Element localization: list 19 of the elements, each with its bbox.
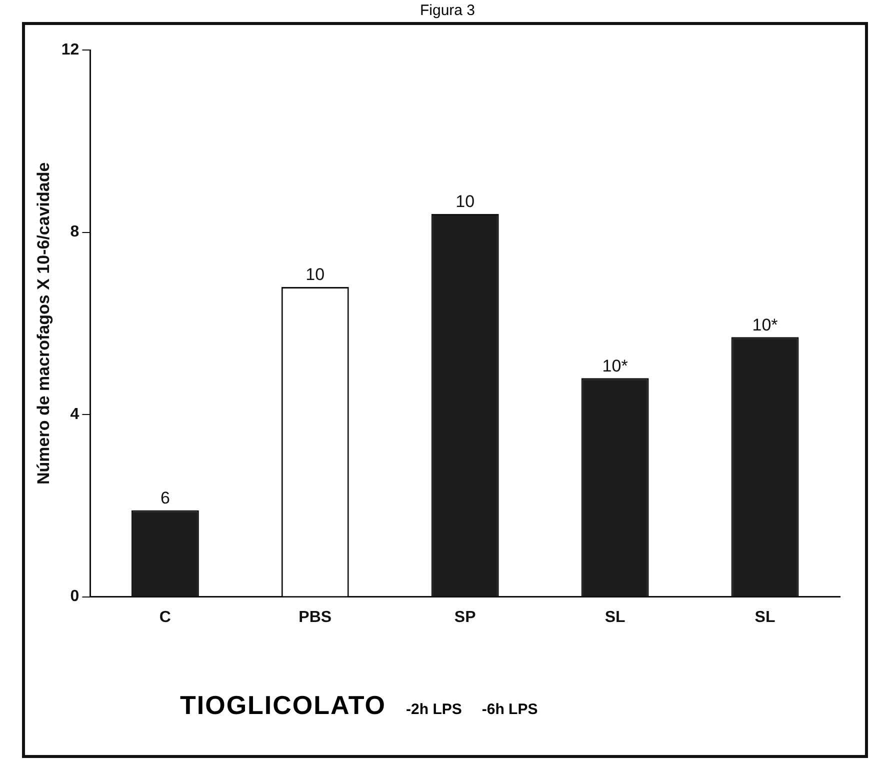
annotation: 10 [306, 265, 325, 284]
annotation: 10 [456, 192, 475, 212]
x-tick-label: SL [754, 608, 776, 626]
annotation: 10* [752, 315, 778, 334]
x-tick-label: PBS [298, 608, 332, 626]
x-tick-label: SL [604, 608, 626, 626]
y-tick-label: 12 [61, 41, 80, 58]
x-tick-label: C [159, 608, 172, 626]
y-tick-label: 4 [70, 406, 80, 423]
x-tick-label: SP [454, 608, 476, 626]
y-tick-label: 8 [70, 224, 80, 241]
annotation: 10* [602, 356, 628, 376]
y-tick-label: 0 [70, 588, 80, 606]
annotation: 6 [160, 488, 170, 508]
text: -2h LPS [406, 701, 462, 718]
x-axis-title: TIOGLICOLATO [180, 690, 386, 721]
text: -6h LPS [482, 701, 538, 718]
chart-title: Figura 3 [418, 2, 476, 19]
y-axis-title: Número de macrofagos X 10-6/cavidade [34, 162, 53, 484]
